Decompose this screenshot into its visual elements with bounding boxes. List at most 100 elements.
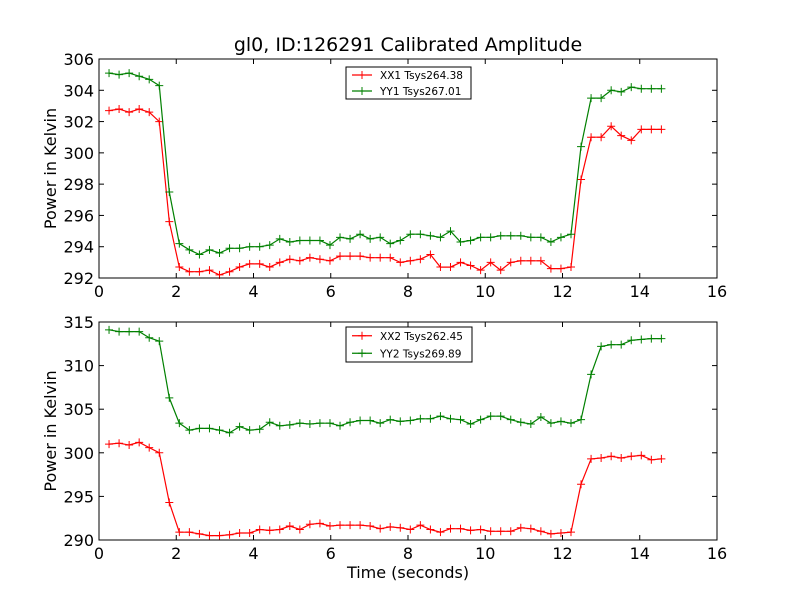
data-point <box>446 263 455 272</box>
data-point <box>145 443 154 452</box>
data-point <box>115 70 124 79</box>
data-point <box>115 327 124 336</box>
data-point <box>416 230 425 239</box>
data-point <box>265 241 274 250</box>
data-point <box>647 455 656 464</box>
data-point <box>135 105 144 114</box>
data-point <box>376 524 385 533</box>
data-point <box>597 454 606 463</box>
data-point <box>215 426 224 435</box>
data-point <box>145 75 154 84</box>
series-1-1 <box>105 105 666 279</box>
data-point <box>255 259 264 268</box>
data-point <box>336 252 345 261</box>
legend-frame <box>345 66 472 100</box>
data-point <box>657 454 666 463</box>
data-point <box>556 529 565 538</box>
x-tick-label: 10 <box>475 282 495 301</box>
data-point <box>597 133 606 142</box>
data-point <box>396 258 405 267</box>
y-tick-label: 304 <box>63 81 94 100</box>
data-point <box>436 412 445 421</box>
data-point <box>115 105 124 114</box>
data-point <box>446 524 455 533</box>
x-tick-label: 12 <box>552 544 572 563</box>
x-tick-label: 8 <box>403 282 413 301</box>
data-point <box>185 245 194 254</box>
data-point <box>577 415 586 424</box>
data-point <box>265 418 274 427</box>
data-point <box>577 480 586 489</box>
data-point <box>195 424 204 433</box>
data-point <box>235 263 244 272</box>
data-point <box>245 242 254 251</box>
y-tick-label: 305 <box>63 400 94 419</box>
data-point <box>346 234 355 243</box>
data-point <box>506 231 515 240</box>
x-tick-label: 14 <box>630 544 650 563</box>
data-point <box>637 125 646 134</box>
x-tick-label: 16 <box>707 544 727 563</box>
data-point <box>386 415 395 424</box>
data-point <box>175 239 184 248</box>
y-tick-label: 292 <box>63 269 94 288</box>
data-point <box>637 335 646 344</box>
legend-label: YY2 Tsys269.89 <box>379 348 461 360</box>
chart-panel-1: 0 2 4 6 8 10 12 14 16 292 294 296 298 300 302 304 306 gl0… <box>41 34 727 301</box>
data-point <box>516 418 525 427</box>
data-point <box>526 524 535 533</box>
data-point <box>556 417 565 426</box>
legend-marker <box>358 331 366 340</box>
data-point <box>456 524 465 533</box>
data-point <box>526 233 535 242</box>
data-point <box>546 264 555 273</box>
legend-label: XX2 Tsys262.45 <box>380 331 463 343</box>
x-tick-label: 6 <box>326 544 336 563</box>
data-point <box>285 420 294 429</box>
data-point <box>235 244 244 253</box>
data-point <box>325 419 334 428</box>
data-point <box>105 69 114 78</box>
data-point <box>235 422 244 431</box>
data-point <box>165 393 174 402</box>
data-point <box>175 419 184 428</box>
data-point <box>315 419 324 428</box>
data-point <box>416 521 425 530</box>
data-point <box>607 452 616 461</box>
data-point <box>125 327 134 336</box>
data-point <box>406 416 415 425</box>
data-point <box>195 250 204 259</box>
data-point <box>566 528 575 537</box>
data-point <box>597 94 606 103</box>
data-point <box>356 252 365 261</box>
y-tick-label: 300 <box>63 444 94 463</box>
x-tick-label: 0 <box>94 544 104 563</box>
data-point <box>376 419 385 428</box>
data-point <box>466 261 475 270</box>
data-point <box>205 266 214 275</box>
data-point <box>305 236 314 245</box>
data-point <box>627 136 636 145</box>
data-point <box>155 81 164 90</box>
data-point <box>175 263 184 272</box>
data-point <box>265 263 274 272</box>
data-point <box>105 325 114 334</box>
data-point <box>617 87 626 96</box>
data-point <box>325 241 334 250</box>
data-point <box>657 334 666 343</box>
data-point <box>295 419 304 428</box>
y-tick-label: 300 <box>63 144 94 163</box>
data-point <box>647 334 656 343</box>
data-point <box>506 415 515 424</box>
data-point <box>466 420 475 429</box>
data-point <box>255 242 264 251</box>
data-point <box>587 133 596 142</box>
data-point <box>526 256 535 265</box>
data-point <box>295 525 304 534</box>
data-point <box>647 84 656 93</box>
data-point <box>446 414 455 423</box>
data-point <box>546 419 555 428</box>
legend-marker <box>358 349 366 358</box>
data-point <box>125 440 134 449</box>
